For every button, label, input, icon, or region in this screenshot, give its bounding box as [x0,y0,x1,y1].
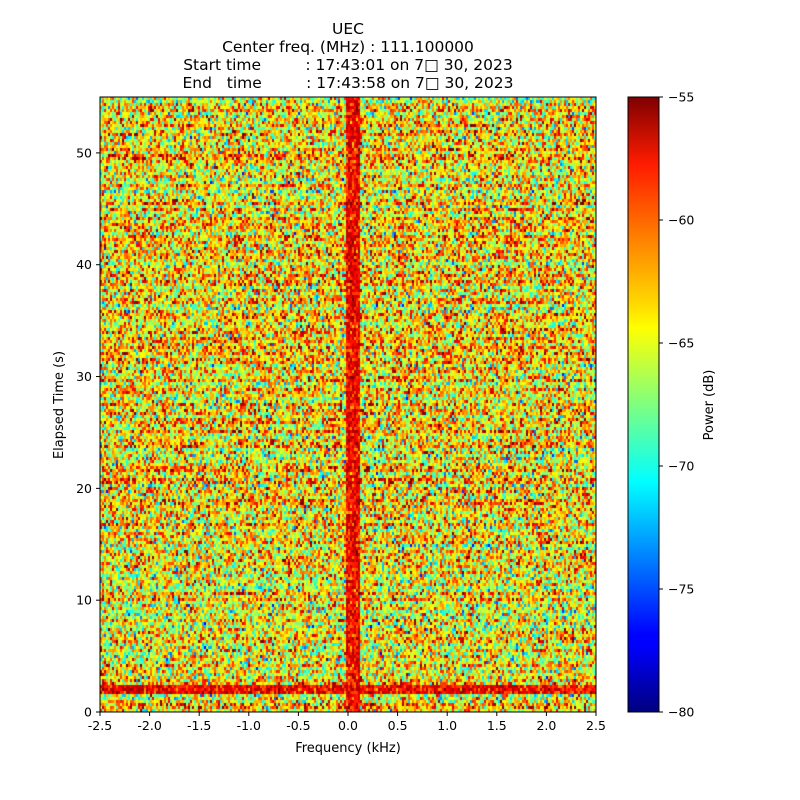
y-axis-label: Elapsed Time (s) [52,351,67,459]
y-tick-label: 50 [76,145,92,160]
x-tick-label: -0.5 [286,718,310,733]
colorbar-tick-label: −80 [668,705,694,720]
x-tick-label: -1.5 [187,718,211,733]
colorbar-tick-label: −75 [668,582,694,597]
chart-title-line-3: Start time : 17:43:01 on 7□ 30, 2023 [183,56,513,74]
colorbar-tick-label: −70 [668,459,694,474]
x-tick-label: 1.5 [487,718,507,733]
spectrogram-heatmap [100,97,596,712]
colorbar-tick-label: −55 [668,90,694,105]
colorbar-tick-label: −60 [668,213,694,228]
x-tick-label: -2.0 [137,718,161,733]
colorbar-tick-label: −65 [668,336,694,351]
y-tick-label: 0 [84,705,92,720]
colorbar-gradient [628,97,659,712]
x-tick-label: 2.0 [536,718,556,733]
chart-title-line-1: UEC [332,20,364,38]
x-tick-label: -2.5 [88,718,112,733]
x-tick-label: 0.5 [388,718,408,733]
y-axis: 0 10 20 30 40 50 [76,145,100,720]
spectrogram-plot-area [99,96,597,713]
x-tick-label: 1.0 [437,718,457,733]
colorbar-frame [627,96,660,713]
x-axis: -2.5 -2.0 -1.5 -1.0 -0.5 0.0 0.5 1.0 1.5 2.0 2.5 [88,712,606,733]
colorbar-ticks: −80 −75 −70 −65 −60 −55 [659,90,694,720]
chart-title-line-4: End time : 17:43:58 on 7□ 30, 2023 [182,74,514,92]
colorbar: −80 −75 −70 −65 −60 −55 Power (dB) [627,90,717,720]
y-tick-label: 20 [76,481,92,496]
x-tick-label: -1.0 [237,718,261,733]
colorbar-label: Power (dB) [702,370,717,441]
y-tick-label: 30 [76,369,92,384]
x-tick-label: 2.5 [586,718,606,733]
y-tick-label: 10 [76,593,92,608]
y-tick-label: 40 [76,257,92,272]
x-tick-label: 0.0 [338,718,358,733]
chart-title-line-2: Center freq. (MHz) : 111.100000 [222,38,474,56]
x-axis-label: Frequency (kHz) [295,741,401,756]
